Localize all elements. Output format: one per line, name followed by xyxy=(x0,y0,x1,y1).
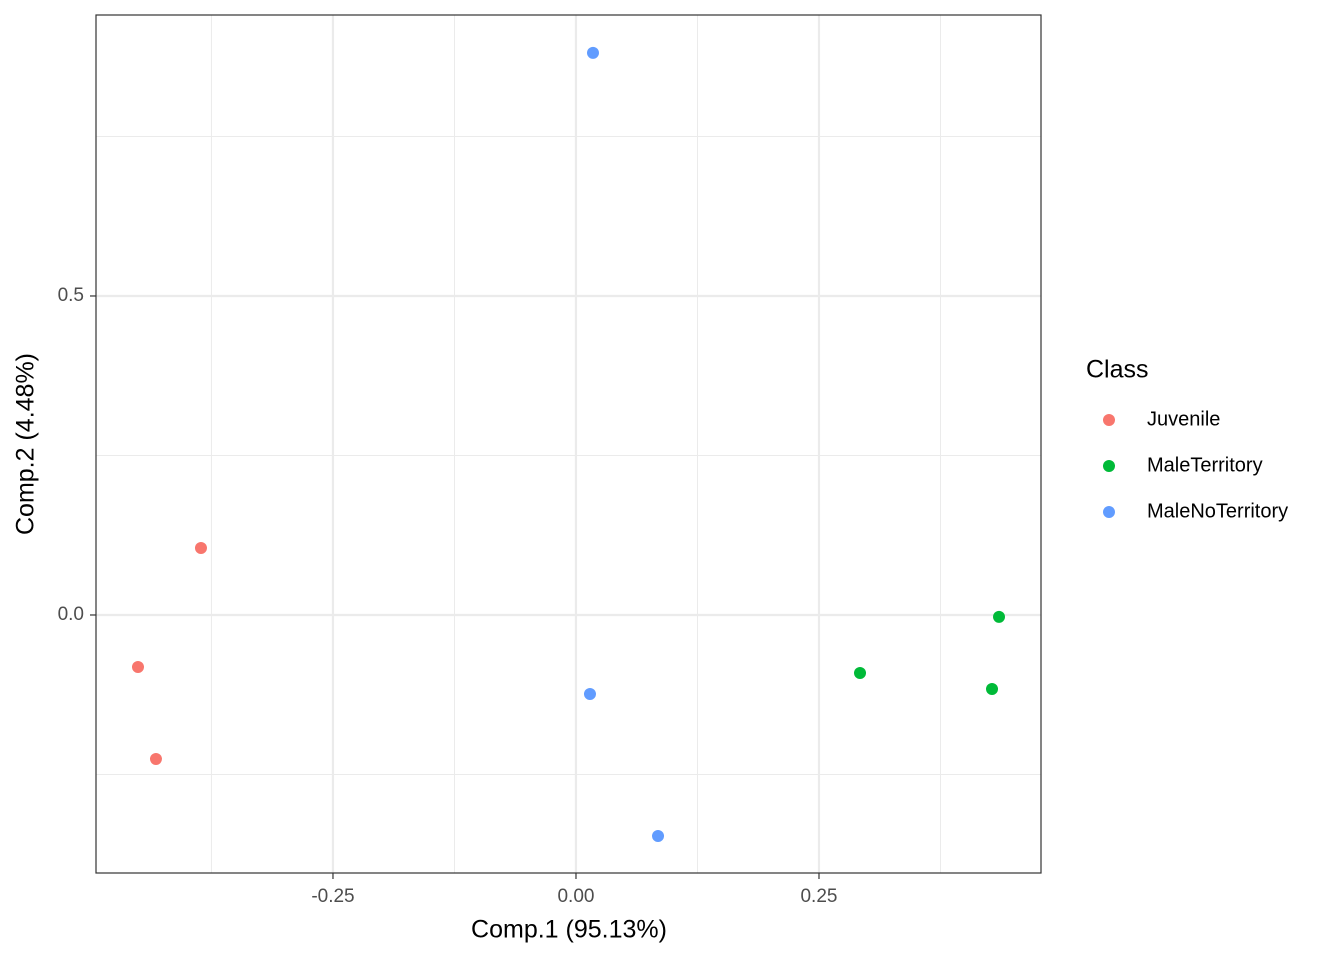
legend-label: MaleTerritory xyxy=(1147,454,1263,476)
point xyxy=(149,752,162,765)
y-axis-label: Comp.2 (4.48%) xyxy=(12,353,40,535)
y-tick-label: 0.5 xyxy=(58,285,84,306)
point xyxy=(194,541,207,554)
point xyxy=(586,46,599,59)
point xyxy=(986,682,999,695)
plot-background xyxy=(96,15,1041,873)
point xyxy=(854,666,867,679)
legend-key xyxy=(1103,414,1115,426)
x-tick-label: -0.25 xyxy=(311,886,354,907)
legend-title: Class xyxy=(1086,356,1149,384)
point xyxy=(993,610,1006,623)
plot-border xyxy=(95,14,1042,874)
x-axis-label: Comp.1 (95.13%) xyxy=(471,916,667,944)
x-tick-label: 0.00 xyxy=(557,886,594,907)
y-tick-label: 0.0 xyxy=(58,604,84,625)
legend-label: MaleNoTerritory xyxy=(1147,500,1288,522)
point xyxy=(652,829,665,842)
x-tick-label: 0.25 xyxy=(800,886,837,907)
point xyxy=(583,687,596,700)
point xyxy=(131,660,144,673)
legend-label: Juvenile xyxy=(1147,408,1220,430)
legend-key xyxy=(1103,506,1115,518)
legend-key xyxy=(1103,460,1115,472)
